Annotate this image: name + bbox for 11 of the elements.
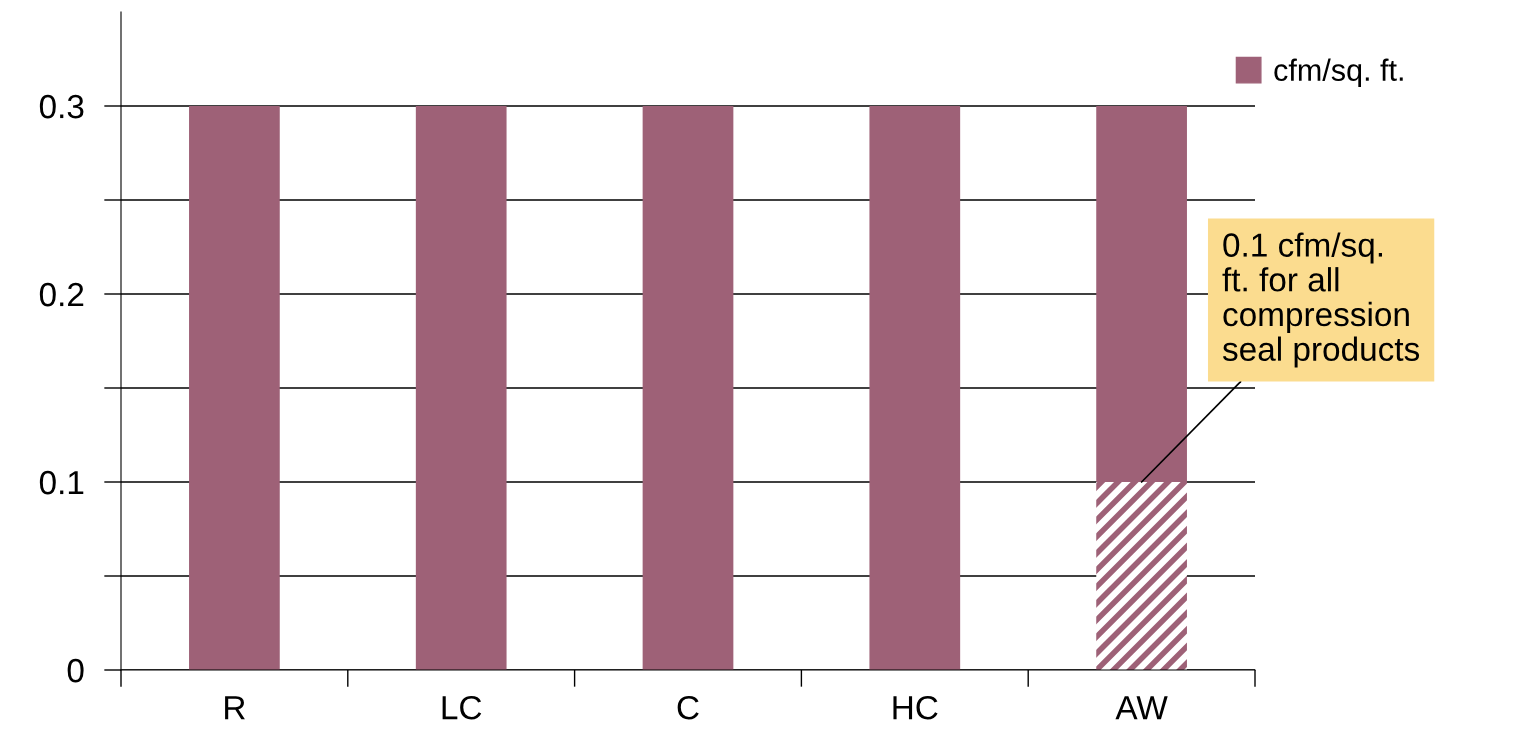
x-tick-label: HC [893,695,938,720]
x-tick-label: AW [1115,696,1168,720]
y-tick-label: 0 [67,658,84,683]
legend-label: cfm/sq. ft. [1274,58,1403,88]
y-tick-label: 0.1 [39,470,84,495]
y-tick-label: 0.2 [39,282,84,307]
x-tick-label: R [225,696,245,720]
annotation: 0.1 cfm/sq. ft. for all compression seal products [1222,232,1420,368]
y-tick-label: 0.3 [39,94,84,119]
x-tick-label: LC [442,695,482,720]
x-tick-label: C [677,695,699,720]
